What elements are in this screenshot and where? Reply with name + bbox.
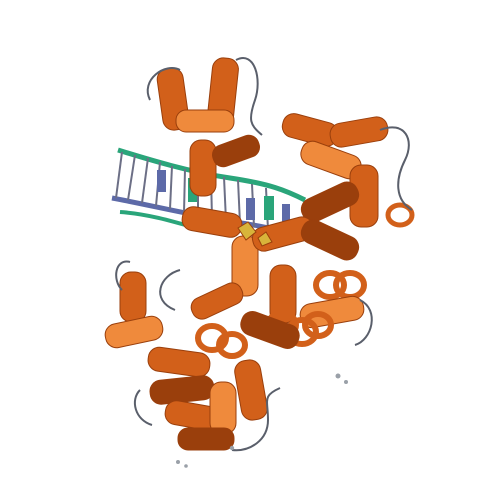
dna-backbone-strand-a [117, 147, 307, 203]
protein-right-domain [281, 113, 415, 228]
dna-duplex [111, 147, 307, 239]
protein-bottom-domain [104, 260, 281, 452]
protein-middle-domain [159, 206, 373, 359]
ions [176, 373, 348, 468]
bound-ligands [237, 221, 273, 247]
protein-top-domain [146, 57, 263, 197]
